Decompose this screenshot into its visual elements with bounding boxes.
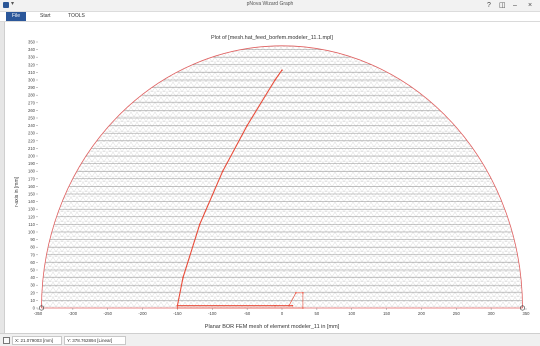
path-point xyxy=(274,304,276,307)
y-tick-label: 340 xyxy=(28,47,36,52)
origin-marker xyxy=(520,305,526,311)
close-icon[interactable]: × xyxy=(528,2,533,9)
path-point xyxy=(288,304,290,307)
y-tick-label: 160 xyxy=(28,184,36,189)
path-point xyxy=(182,276,184,279)
x-tick-label: 350 xyxy=(523,311,531,316)
app-icon[interactable] xyxy=(3,2,9,8)
path-point xyxy=(176,307,179,309)
window-title: pNova Wizard Graph xyxy=(246,1,294,7)
ribbon: File Start TOOLS xyxy=(0,12,540,22)
x-tick-label: 0 xyxy=(281,311,284,316)
path-point xyxy=(274,79,276,81)
tab-tools[interactable]: TOOLS xyxy=(68,13,85,19)
y-tick-label: 110 xyxy=(28,222,35,227)
y-tick-label: 10 xyxy=(30,298,35,303)
y-tick-label: 290 xyxy=(28,85,36,90)
y-tick-label: 260 xyxy=(28,108,36,113)
x-tick-label: -100 xyxy=(208,311,217,316)
left-panel-strip xyxy=(0,22,5,333)
minimize-icon[interactable]: – xyxy=(513,2,517,9)
y-tick-label: 270 xyxy=(28,100,36,105)
x-coordinate-readout: X: 21.079003 [mm] xyxy=(12,336,62,345)
origin-marker xyxy=(38,305,44,311)
y-tick-label: 130 xyxy=(28,207,36,212)
y-tick-label: 90 xyxy=(30,237,35,242)
y-axis: 0 10 20 30 40 50 60 70 80 90 100 110 120 130 140 150 160… xyxy=(28,40,38,311)
y-tick-label: 50 xyxy=(30,268,35,273)
y-tick-label: 80 xyxy=(30,245,35,250)
y-tick-label: 170 xyxy=(28,176,36,181)
path-point xyxy=(176,304,179,307)
app-menu-caret-icon[interactable]: ▾ xyxy=(11,1,15,7)
y-tick-label: 60 xyxy=(30,260,35,265)
mesh-fill xyxy=(41,45,523,308)
y-tick-label: 20 xyxy=(30,290,35,295)
title-bar: ▾ pNova Wizard Graph ? ◫ – × xyxy=(0,0,540,12)
y-tick-label: 150 xyxy=(28,192,36,197)
path-point xyxy=(281,69,283,71)
x-tick-label: 150 xyxy=(383,311,391,316)
tab-file[interactable]: File xyxy=(6,12,27,21)
x-tick-label: 200 xyxy=(418,311,426,316)
x-tick-label: 50 xyxy=(315,311,320,316)
help-icon[interactable]: ? xyxy=(487,2,491,9)
y-tick-label: 190 xyxy=(28,161,36,166)
outer-boundary-arc xyxy=(41,45,523,309)
x-axis: -350 -300 -250 -200 -150 -100 -50 0 50 100 150 200 2… xyxy=(34,308,530,316)
y-tick-label: 140 xyxy=(28,199,36,204)
y-coordinate-readout: Y: 378.762894 [Linear] xyxy=(64,336,126,345)
y-tick-label: 70 xyxy=(30,252,35,257)
path-point xyxy=(198,223,201,226)
y-tick-label: 240 xyxy=(28,123,36,128)
x-tick-label: -50 xyxy=(244,311,251,316)
y-tick-label: 30 xyxy=(30,283,35,288)
x-tick-label: -200 xyxy=(138,311,147,316)
x-axis-label: Planar BOR FEM mesh of element modeler_1… xyxy=(205,324,340,330)
tab-start[interactable]: Start xyxy=(40,13,51,19)
x-tick-label: -300 xyxy=(69,311,78,316)
x-tick-label: -250 xyxy=(104,311,113,316)
y-tick-label: 280 xyxy=(28,93,36,98)
y-axis-label: r-axis in [mm] xyxy=(14,176,20,207)
path-point xyxy=(302,307,304,309)
y-tick-label: 100 xyxy=(28,230,36,235)
y-tick-label: 220 xyxy=(28,138,36,143)
chart-title: Plot of [mesh.hat_feed_borfem.modeler_11… xyxy=(211,35,333,41)
y-tick-label: 210 xyxy=(28,146,36,151)
x-tick-label: -150 xyxy=(173,311,182,316)
path-point xyxy=(246,124,248,127)
plot-area[interactable]: 0 10 20 30 40 50 60 70 80 90 100 110 120 130 140 150 160… xyxy=(5,22,539,333)
mesh-region xyxy=(41,45,523,308)
y-tick-label: 40 xyxy=(30,275,35,280)
y-tick-label: 120 xyxy=(28,214,36,219)
y-tick-label: 300 xyxy=(28,78,36,83)
status-bar: X: 21.079003 [mm] Y: 378.762894 [Linear] xyxy=(0,333,540,346)
x-tick-label: 250 xyxy=(453,311,461,316)
path-point xyxy=(295,292,297,294)
path-point xyxy=(221,170,224,172)
y-tick-label: 0 xyxy=(33,306,36,311)
mesh-plot[interactable]: 0 10 20 30 40 50 60 70 80 90 100 110 120 130 140 150 160… xyxy=(5,22,539,333)
y-tick-label: 180 xyxy=(28,169,36,174)
y-tick-label: 350 xyxy=(28,40,36,45)
path-point xyxy=(291,304,294,307)
y-tick-label: 200 xyxy=(28,154,36,159)
path-point xyxy=(302,292,304,294)
y-tick-label: 320 xyxy=(28,62,36,67)
restore-icon[interactable]: ◫ xyxy=(499,2,506,9)
y-tick-label: 250 xyxy=(28,116,36,121)
x-tick-label: 300 xyxy=(488,311,496,316)
y-tick-label: 310 xyxy=(28,70,36,75)
y-tick-label: 230 xyxy=(28,131,36,136)
x-tick-label: -350 xyxy=(34,311,43,316)
pointer-icon xyxy=(3,337,10,344)
y-tick-label: 330 xyxy=(28,55,36,60)
x-tick-label: 100 xyxy=(348,311,356,316)
